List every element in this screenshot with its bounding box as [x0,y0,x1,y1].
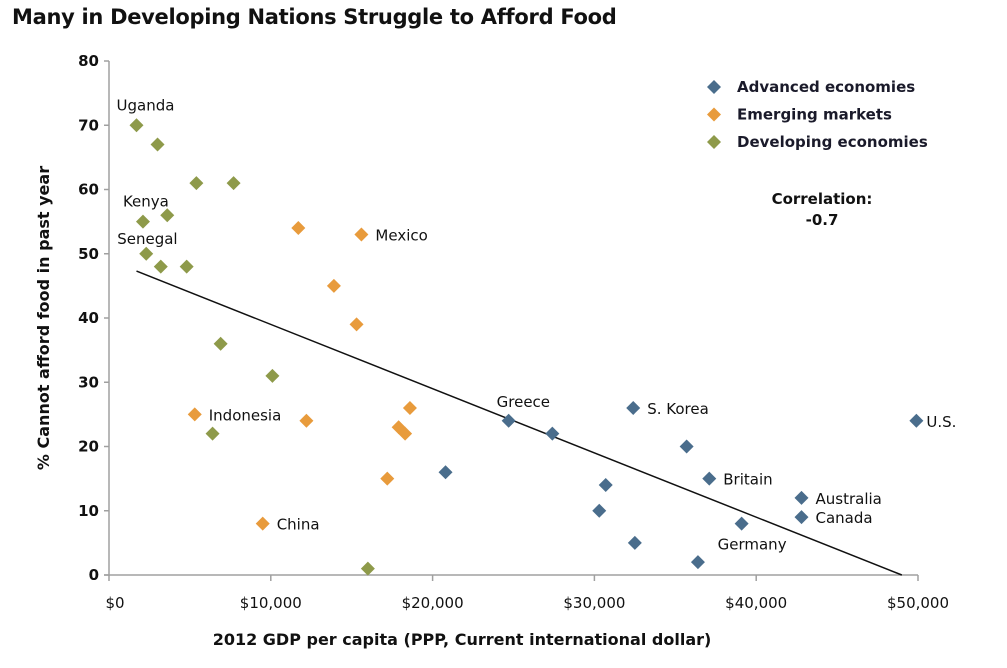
legend-label: Emerging markets [737,106,892,124]
point-label: U.S. [926,413,956,431]
data-point-developing-economies [129,118,144,133]
y-tick-label: 60 [78,181,99,199]
legend-label: Developing economies [737,133,928,151]
x-tick-label: $20,000 [402,594,464,612]
data-point-emerging-markets [354,227,369,242]
data-point-developing-economies [139,246,154,261]
y-tick-label: 0 [89,566,99,584]
y-tick-label: 70 [78,116,99,134]
data-point-emerging-markets [326,278,341,293]
correlation-value: -0.7 [806,211,839,229]
point-label: Senegal [117,230,177,248]
point-label: Greece [497,393,550,411]
correlation-label: Correlation: [772,190,873,208]
data-point-developing-economies [160,208,175,223]
point-label: S. Korea [647,400,709,418]
point-label: Australia [816,490,882,508]
data-point-developing-economies [150,137,165,152]
data-point-emerging-markets [187,407,202,422]
data-point-advanced-economies [679,439,694,454]
data-point-advanced-economies [598,478,613,493]
data-points [129,118,924,576]
trendline [136,270,903,576]
data-point-advanced-economies [592,503,607,518]
data-point-developing-economies [360,561,375,576]
y-tick-label: 30 [78,373,99,391]
data-point-developing-economies [135,214,150,229]
point-label: Mexico [375,226,427,244]
data-point-developing-economies [213,336,228,351]
data-point-emerging-markets [398,426,413,441]
legend-marker-advanced-economies [707,80,721,94]
data-point-emerging-markets [349,317,364,332]
point-label: Canada [816,509,873,527]
data-point-advanced-economies [627,535,642,550]
point-label: Germany [718,536,787,554]
point-label: China [277,516,320,534]
axes: 0 10 20 30 40 50 60 70 80 $0 $10,000 $20,000 $30,000… [78,52,949,612]
legend-marker-emerging-markets [707,107,721,122]
data-point-advanced-economies [626,400,641,415]
data-point-emerging-markets [291,221,306,236]
point-label: Britain [723,471,772,489]
y-tick-label: 80 [78,52,99,70]
data-point-advanced-economies [794,510,809,525]
data-point-advanced-economies [794,490,809,505]
y-tick-label: 50 [78,245,99,263]
data-point-advanced-economies [702,471,717,486]
data-point-emerging-markets [255,516,270,531]
data-point-emerging-markets [299,413,314,428]
x-tick-label: $50,000 [887,594,949,612]
point-label: Uganda [117,96,175,114]
data-point-advanced-economies [501,413,516,428]
data-point-developing-economies [205,426,220,441]
y-tick-label: 40 [78,309,99,327]
data-point-emerging-markets [380,471,395,486]
data-point-advanced-economies [909,413,924,428]
data-point-developing-economies [179,259,194,274]
trendline-group [136,270,903,576]
data-point-advanced-economies [438,465,453,480]
x-tick-label: $0 [105,594,124,612]
y-tick-label: 20 [78,438,99,456]
chart-title: Many in Developing Nations Struggle to A… [12,5,617,29]
y-axis-title: % Cannot afford food in past year [34,166,53,470]
data-point-developing-economies [189,176,204,191]
point-labels: Greece S. Korea Britain Germany AustraliaCan… [117,96,957,553]
y-tick-label: 10 [78,502,99,520]
x-axis-title: 2012 GDP per capita (PPP, Current intern… [213,630,712,649]
point-label: Indonesia [209,406,282,424]
x-tick-label: $40,000 [725,594,787,612]
data-point-developing-economies [226,176,241,191]
data-point-developing-economies [265,368,280,383]
data-point-developing-economies [153,259,168,274]
x-tick-label: $30,000 [563,594,625,612]
legend: Advanced economies Emerging markets Develo… [707,78,928,151]
point-label: Kenya [123,193,169,211]
data-point-advanced-economies [690,555,705,570]
data-point-emerging-markets [402,400,417,415]
legend-marker-developing-economies [707,135,721,149]
legend-label: Advanced economies [737,78,915,96]
data-point-advanced-economies [734,516,749,531]
x-tick-label: $10,000 [240,594,302,612]
data-point-advanced-economies [545,426,560,441]
